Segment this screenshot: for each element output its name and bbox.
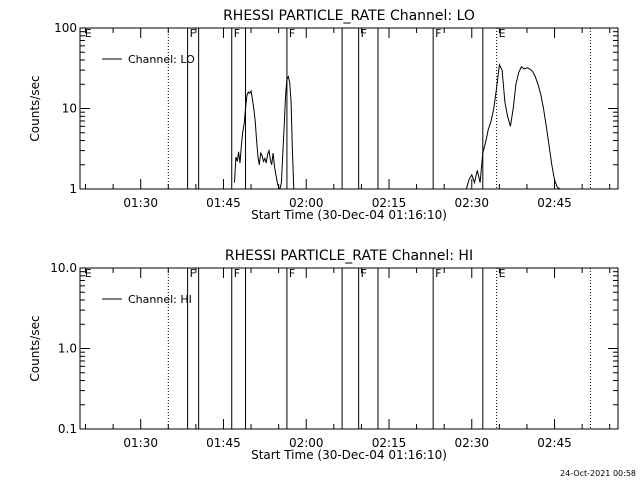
panel1-xtick-label-0: 01:30: [123, 436, 158, 450]
panel1-event-label-2: F: [190, 267, 196, 280]
panel0-ytick-label-1: 10: [62, 102, 77, 116]
panel0-event-label-0: E: [85, 27, 92, 40]
panel1-event-label-8: F: [361, 267, 367, 280]
panel0-event-label-6: F: [289, 27, 295, 40]
panel1-chart-title: RHESSI PARTICLE_RATE Channel: HI: [225, 248, 473, 264]
panel0-data-line-1: [465, 62, 563, 189]
panel0-x-axis-label: Start Time (30-Dec-04 01:16:10): [251, 208, 447, 222]
panel0-xtick-label-3: 02:15: [372, 196, 407, 210]
panel1-y-axis-label: Counts/sec: [28, 315, 42, 381]
panel1-event-label-6: F: [289, 267, 295, 280]
panel1-x-axis-label: Start Time (30-Dec-04 01:16:10): [251, 448, 447, 462]
panel1-ytick-label-1: 1.0: [58, 342, 77, 356]
panel1-xtick-label-3: 02:15: [372, 436, 407, 450]
panel0-xtick-label-0: 01:30: [123, 196, 158, 210]
panel1-ytick-label-0: 0.1: [58, 422, 77, 436]
panel0-y-axis-label: Counts/sec: [28, 75, 42, 141]
panel1-event-label-0: E: [85, 267, 92, 280]
panel1-xtick-label-5: 02:45: [537, 436, 572, 450]
panel1-ytick-label-2: 10.0: [50, 261, 77, 275]
panel0-event-label-2: F: [190, 27, 196, 40]
panel0-event-label-10: F: [435, 27, 441, 40]
footer-timestamp: 24-Oct-2021 00:58: [560, 469, 636, 478]
panel1-event-label-4: F: [234, 267, 240, 280]
panel1-event-label-10: F: [435, 267, 441, 280]
panel1-xtick-label-4: 02:30: [454, 436, 489, 450]
panel0-data-line-0: [234, 75, 295, 189]
panel0-xtick-label-2: 02:00: [289, 196, 324, 210]
panel0-event-label-8: F: [361, 27, 367, 40]
panel0-xtick-label-1: 01:45: [206, 196, 241, 210]
panel1-xtick-label-2: 02:00: [289, 436, 324, 450]
panel1-xtick-label-1: 01:45: [206, 436, 241, 450]
panel1-legend-label: Channel: HI: [128, 293, 192, 306]
panel0-chart-title: RHESSI PARTICLE_RATE Channel: LO: [223, 8, 475, 24]
panel0-ytick-label-2: 100: [54, 21, 77, 35]
panel1-event-label-12: E: [499, 267, 506, 280]
panel0-event-label-4: F: [234, 27, 240, 40]
panel0-xtick-label-4: 02:30: [454, 196, 489, 210]
panel0-legend-label: Channel: LO: [128, 53, 195, 66]
panel0-xtick-label-5: 02:45: [537, 196, 572, 210]
panel0-ytick-label-0: 1: [69, 182, 77, 196]
panel0-event-label-12: E: [499, 27, 506, 40]
